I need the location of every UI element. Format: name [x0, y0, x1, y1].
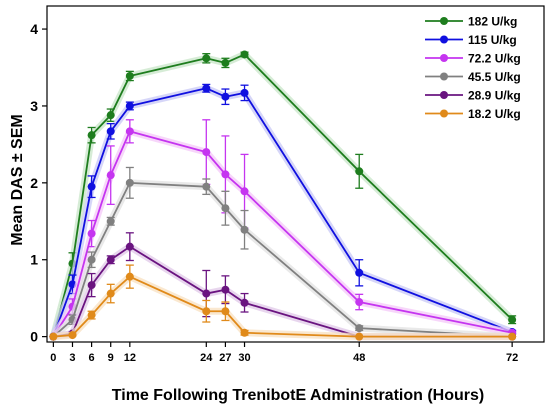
x-axis-title: Time Following TrenibotE Administration … — [112, 387, 484, 404]
plot-area — [49, 50, 517, 341]
data-point — [221, 170, 230, 179]
legend-label: 72.2 U/kg — [468, 52, 521, 66]
legend-label: 28.9 U/kg — [468, 89, 521, 103]
x-tick-label: 9 — [108, 352, 114, 364]
y-tick-label: 2 — [30, 175, 38, 191]
plot-frame — [46, 5, 545, 343]
data-point — [221, 92, 230, 101]
series-line — [53, 245, 513, 338]
data-point — [355, 298, 364, 307]
legend: 182 U/kg 115 U/kg 72.2 U/kg 45.5 U/kg 28.9 U… — [425, 15, 521, 121]
data-point — [221, 204, 230, 213]
series-line — [52, 130, 513, 338]
x-tick-label: 6 — [89, 352, 95, 364]
data-point — [106, 255, 115, 264]
data-point — [125, 242, 134, 251]
x-tick-label: 24 — [200, 352, 213, 364]
series-line — [52, 87, 513, 337]
legend-marker — [440, 72, 448, 81]
data-point — [202, 54, 211, 63]
legend-marker — [440, 91, 448, 99]
data-point — [355, 324, 364, 333]
legend-label: 115 U/kg — [468, 33, 517, 47]
data-point — [355, 268, 364, 277]
data-point — [87, 229, 96, 238]
legend-entry-2: 72.2 U/kg — [425, 52, 521, 66]
legend-label: 18.2 U/kg — [468, 107, 521, 121]
x-tick-label: 3 — [69, 352, 75, 364]
data-point — [125, 127, 134, 136]
series-5 — [49, 264, 517, 341]
data-point — [49, 332, 58, 341]
series-line-glow — [49, 84, 516, 341]
data-point — [125, 101, 134, 110]
data-point — [202, 307, 211, 316]
data-point — [202, 182, 211, 191]
legend-label: 45.5 U/kg — [468, 70, 521, 84]
data-point — [87, 182, 96, 191]
data-point — [125, 272, 134, 281]
y-tick-label: 4 — [30, 21, 38, 37]
data-point — [87, 131, 96, 140]
data-point — [106, 127, 115, 136]
legend-entry-5: 18.2 U/kg — [425, 107, 521, 121]
data-point — [240, 328, 249, 337]
data-point — [106, 289, 115, 298]
series-1 — [49, 83, 517, 341]
y-tick-label: 0 — [30, 329, 38, 345]
data-point — [87, 311, 96, 320]
x-tick-label: 27 — [219, 352, 231, 364]
data-point — [221, 285, 230, 294]
x-tick-label: 12 — [124, 352, 136, 364]
series-3 — [49, 166, 517, 341]
data-point — [221, 307, 230, 316]
data-point — [87, 255, 96, 264]
series-0 — [49, 50, 517, 341]
data-point — [240, 225, 249, 234]
data-point — [106, 171, 115, 180]
legend-marker — [440, 35, 448, 44]
data-point — [125, 71, 134, 80]
y-tick-label: 3 — [30, 98, 38, 114]
x-tick-label: 48 — [353, 352, 365, 364]
data-point — [106, 111, 115, 120]
legend-marker — [440, 17, 448, 25]
legend-entry-4: 28.9 U/kg — [425, 89, 521, 103]
legend-entry-0: 182 U/kg — [425, 15, 517, 29]
series-line — [53, 275, 513, 338]
x-tick-label: 72 — [506, 352, 518, 364]
data-point — [355, 167, 364, 176]
data-point — [221, 58, 230, 67]
legend-marker — [440, 109, 448, 118]
data-point — [508, 315, 517, 324]
data-point — [508, 332, 517, 341]
x-tick-label: 0 — [50, 352, 56, 364]
data-point — [202, 289, 211, 298]
data-point — [240, 88, 249, 97]
y-axis-title: Mean DAS ± SEM — [9, 114, 26, 245]
data-point — [202, 148, 211, 157]
data-point — [68, 331, 77, 340]
legend-label: 182 U/kg — [468, 15, 517, 29]
data-point — [240, 298, 249, 307]
legend-entry-3: 45.5 U/kg — [425, 70, 521, 84]
series-line — [52, 53, 513, 337]
y-tick-label: 1 — [30, 252, 38, 268]
data-point — [106, 217, 115, 226]
data-point — [202, 84, 211, 93]
data-point — [87, 281, 96, 290]
data-point — [240, 187, 249, 196]
data-point — [355, 332, 364, 341]
data-point — [125, 178, 134, 187]
legend-entry-1: 115 U/kg — [425, 33, 517, 47]
x-tick-label: 30 — [238, 352, 250, 364]
legend-marker — [440, 54, 448, 62]
series-line — [52, 181, 513, 338]
data-point — [240, 50, 249, 59]
